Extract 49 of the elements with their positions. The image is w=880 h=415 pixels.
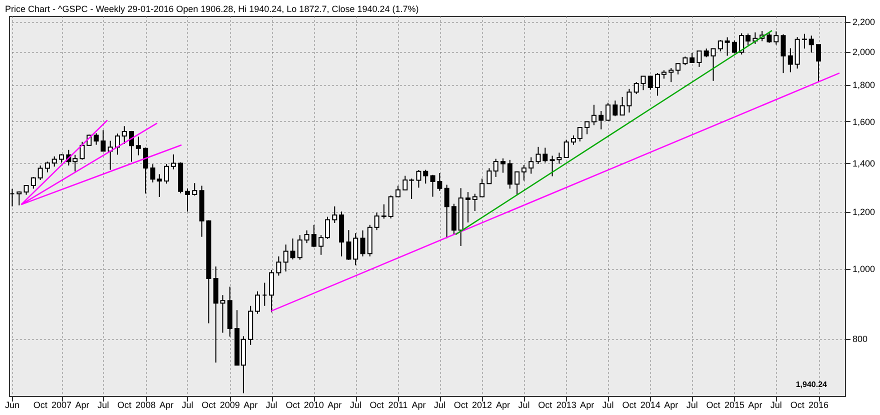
x-tick-label: 2014 — [640, 400, 660, 410]
x-tick-label: Oct — [286, 400, 300, 410]
x-tick-label: Jul — [182, 400, 194, 410]
y-tick-label: 800 — [852, 334, 868, 344]
x-tick-label: Oct — [706, 400, 721, 410]
x-tick-label: 2011 — [388, 400, 408, 410]
x-tick-label: Apr — [412, 400, 426, 410]
y-tick-label: 1,200 — [852, 207, 876, 218]
x-tick-label: Jul — [434, 400, 446, 410]
x-tick-label: Apr — [75, 400, 90, 410]
x-tick-label: Apr — [580, 400, 594, 410]
chart-title: Price Chart - ^GSPC - Weekly 29-01-2016 Open 1906.28, Hi 1940.24, Lo 1872.7, Close 1940.24 (1.7%) — [4, 4, 419, 14]
y-tick-label: 2,000 — [852, 47, 876, 58]
y-tick-label: 1,800 — [852, 80, 876, 90]
y-tick-label: 1,400 — [852, 158, 876, 169]
x-tick-label: 2013 — [556, 400, 576, 410]
x-tick-label: Oct — [622, 400, 637, 410]
x-tick-label: 2009 — [220, 400, 240, 410]
y-tick-label: 1,000 — [852, 264, 876, 274]
x-tick-label: 2016 — [808, 400, 829, 410]
x-tick-label: Oct — [33, 400, 48, 410]
x-tick-label: Oct — [370, 400, 384, 410]
x-tick-label: Jul — [770, 400, 782, 410]
x-tick-label: 2008 — [136, 400, 156, 410]
x-tick-label: Apr — [664, 400, 678, 410]
x-tick-label: 2015 — [724, 400, 744, 410]
x-tick-label: Oct — [454, 400, 468, 410]
annotation: 1,940.24 — [796, 380, 828, 389]
x-tick-label: 2012 — [472, 400, 492, 410]
x-tick-label: Jul — [518, 400, 530, 410]
x-tick-label: Jul — [686, 400, 698, 410]
x-tick-label: Apr — [244, 400, 258, 410]
x-tick-label: Oct — [202, 400, 216, 410]
x-tick-label: Jul — [602, 400, 614, 410]
x-tick-label: Oct — [790, 400, 805, 410]
x-tick-label: Apr — [748, 400, 762, 410]
x-tick-label: 2007 — [51, 400, 72, 410]
x-tick-label: Jul — [266, 400, 278, 410]
x-tick-label: Jun — [4, 400, 20, 410]
x-tick-label: Apr — [328, 400, 342, 410]
x-tick-label: Oct — [117, 400, 132, 410]
x-tick-label: Apr — [496, 400, 510, 410]
y-tick-label: 2,200 — [852, 17, 876, 28]
x-tick-label: Oct — [538, 400, 553, 410]
x-tick-label: Jul — [97, 400, 109, 410]
x-tick-label: Apr — [160, 400, 174, 410]
x-tick-label: 2010 — [304, 400, 324, 410]
x-tick-label: Jul — [350, 400, 362, 410]
y-tick-label: 1,600 — [852, 116, 876, 127]
